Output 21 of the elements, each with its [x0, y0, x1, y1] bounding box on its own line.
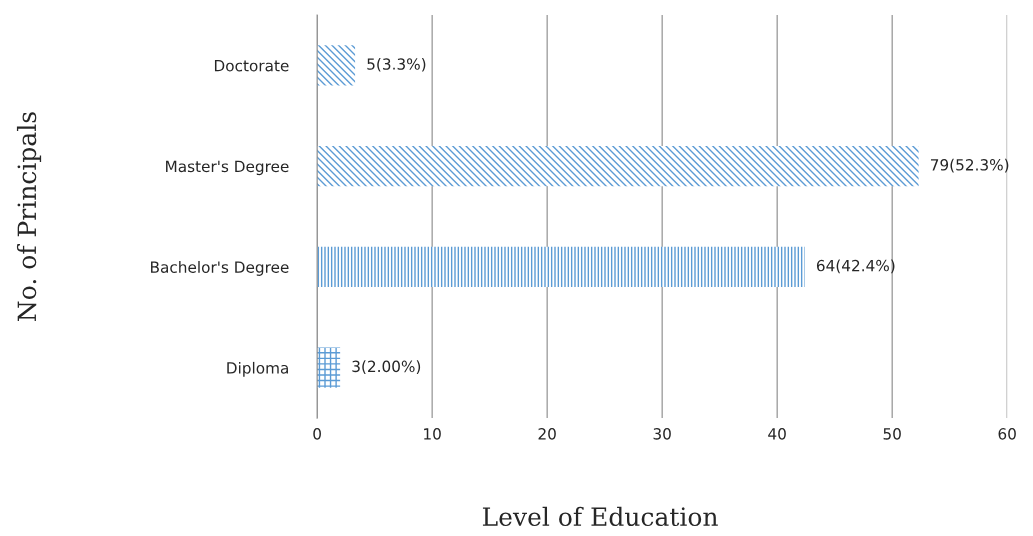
x-tick-label: 20 [538, 428, 556, 440]
data-label: 3(2.00%) [352, 360, 421, 374]
data-label: 79(52.3%) [930, 158, 1009, 173]
x-tick-label: 30 [653, 428, 671, 440]
y-axis-title: No. of Principals [16, 112, 42, 321]
x-tick-label: 60 [998, 428, 1016, 440]
bar [317, 45, 356, 86]
x-tick-label: 0 [313, 428, 321, 440]
data-label: 5(3.3%) [367, 58, 426, 72]
y-tick-label: Bachelor's Degree [151, 261, 289, 276]
x-tick-label: 50 [883, 428, 901, 440]
x-axis-title: Level of Education [482, 506, 718, 527]
y-tick-label: Diploma [227, 361, 288, 377]
y-tick-label: Master's Degree [166, 160, 289, 176]
data-label: 64(42.4%) [816, 259, 895, 274]
x-tick-label: 40 [768, 428, 786, 440]
bar [317, 246, 805, 288]
bar [317, 347, 341, 388]
y-tick-label: Doctorate [214, 60, 289, 72]
x-tick-label: 10 [424, 428, 441, 440]
bar [317, 146, 919, 187]
